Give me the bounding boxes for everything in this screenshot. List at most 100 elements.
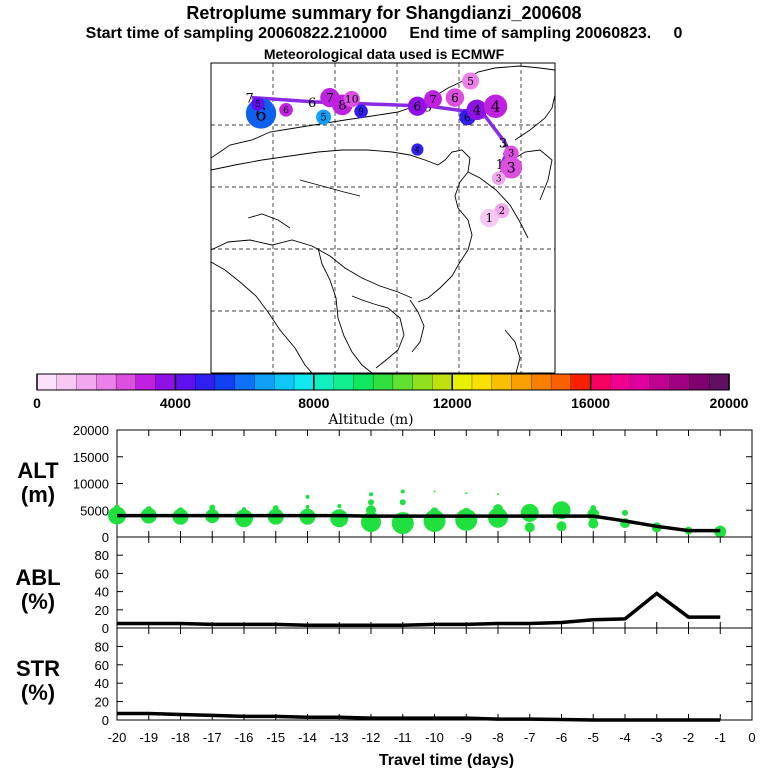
x-tick-label: -15	[266, 730, 285, 745]
colorbar-swatch	[610, 373, 631, 391]
colorbar-swatch	[214, 373, 236, 391]
colorbar-swatch	[511, 373, 532, 391]
alt-scatter-point	[114, 504, 120, 511]
cluster-label: 4	[491, 98, 501, 116]
cluster-circle	[480, 208, 499, 228]
panel-ylabel-unit: (%)	[21, 680, 55, 705]
plume-cluster: 5	[316, 109, 332, 125]
cluster-circle	[424, 90, 442, 108]
alt-scatter-point	[177, 507, 184, 514]
series-line	[117, 711, 721, 722]
alt-scatter-point	[145, 506, 152, 513]
trajectory-day-label: 5	[424, 100, 432, 115]
x-tick-label: -1	[714, 730, 726, 745]
cluster-label: 1	[485, 211, 493, 225]
trajectory-day-label: 6	[308, 96, 316, 111]
colorbar-tick-label: 8000	[298, 395, 329, 411]
colorbar-swatch	[155, 373, 177, 391]
y-tick-label: 60	[95, 566, 109, 581]
cluster-label: 10	[345, 93, 359, 106]
y-tick-label: 15000	[73, 450, 109, 465]
cluster-label: 6	[283, 106, 289, 116]
colorbar-tick-label: 16000	[571, 395, 610, 411]
cluster-circle	[445, 88, 465, 107]
alt-scatter-point	[493, 504, 503, 515]
x-tick-label: -10	[425, 730, 444, 745]
y-tick-label: 20	[95, 695, 109, 710]
cluster-label: 6	[413, 99, 421, 114]
colorbar-swatch	[550, 373, 572, 391]
colorbar-swatch	[649, 373, 671, 391]
cluster-circle	[500, 156, 523, 179]
y-tick-label: 80	[95, 548, 109, 563]
panel-frame	[116, 536, 753, 629]
trajectory-day-label: 1	[496, 158, 504, 173]
plume-cluster: 5	[462, 72, 480, 90]
alt-scatter-point	[235, 509, 253, 528]
alt-scatter-point	[272, 505, 279, 512]
alt-scatter-point	[337, 503, 342, 508]
x-tick-label: -19	[139, 730, 158, 745]
time-series-panels: 05000100001500020000ALT(m)020406080ABL(%…	[15, 423, 755, 768]
y-tick-label: 40	[95, 676, 109, 691]
series-line	[117, 513, 721, 533]
meteo-data-line: Meteorological data used is ECMWF	[263, 46, 505, 62]
cluster-circle	[483, 94, 508, 118]
colorbar-swatch	[135, 373, 157, 391]
x-tick-label: -11	[394, 730, 412, 745]
x-tick-label: -2	[683, 730, 695, 745]
alt-scatter-point	[305, 505, 310, 510]
alt-scatter-point	[622, 509, 628, 516]
cluster-circle	[251, 97, 265, 111]
x-tick-label: -8	[492, 730, 504, 745]
chart-title: Retroplume summary for Shangdianzi_20060…	[186, 3, 582, 23]
x-axis-label: Travel time (days)	[379, 752, 514, 768]
cluster-circle	[407, 96, 427, 116]
alt-scatter-point	[455, 508, 478, 531]
colorbar-swatch	[313, 373, 335, 391]
alt-scatter-point	[366, 505, 376, 516]
panel-ylabel-name: STR	[16, 656, 60, 681]
alt-scatter-point	[433, 490, 436, 493]
plume-cluster: 1	[480, 208, 499, 228]
colorbar-swatch	[76, 373, 97, 391]
plume-cluster: 6	[445, 88, 465, 107]
trajectory-day-label: 3	[499, 136, 507, 151]
colorbar-tick-label: 12000	[433, 395, 472, 411]
x-tick-label: -9	[460, 730, 472, 745]
panel-ylabel-unit: (m)	[21, 482, 55, 507]
cluster-label: 3	[507, 160, 516, 176]
plume-cluster: 6	[279, 103, 293, 117]
coastlines-borders	[211, 63, 555, 373]
plume-cluster: 3	[500, 156, 523, 179]
colorbar-swatch	[590, 373, 612, 391]
colorbar-swatch	[56, 373, 78, 391]
plume-cluster: 7	[424, 90, 442, 108]
y-tick-label: 80	[95, 639, 109, 654]
alt-scatter-point	[520, 503, 539, 522]
cluster-label: 8	[338, 98, 347, 113]
alt-scatter-point	[330, 509, 349, 528]
colorbar-label: Altitude (m)	[327, 412, 413, 428]
alt-scatter-point	[305, 494, 310, 499]
x-tick-label: -3	[651, 730, 663, 745]
y-tick-label: 0	[102, 713, 109, 728]
x-tick-label: -14	[298, 730, 317, 745]
plume-cluster: 9	[354, 104, 368, 119]
x-tick-label: -16	[235, 730, 254, 745]
plume-cluster: 3	[491, 171, 506, 186]
cluster-label: 3	[496, 174, 502, 184]
cluster-circle	[354, 104, 368, 119]
colorbar-swatch	[689, 373, 710, 391]
alt-scatter-point	[588, 518, 599, 529]
colorbar-swatches	[36, 373, 730, 391]
x-tick-label: -4	[619, 730, 631, 745]
colorbar-swatch	[432, 373, 453, 391]
colorbar-swatch	[115, 373, 137, 391]
plume-cluster: 4	[466, 99, 488, 121]
plume-cluster: 6	[407, 96, 427, 116]
x-tick-label: -18	[171, 730, 190, 745]
alt-scatter-point	[400, 489, 405, 494]
colorbar-tick-label: 4000	[160, 395, 191, 411]
colorbar-ticks: 0 4000 8000 12000 16000 20000	[33, 374, 749, 411]
